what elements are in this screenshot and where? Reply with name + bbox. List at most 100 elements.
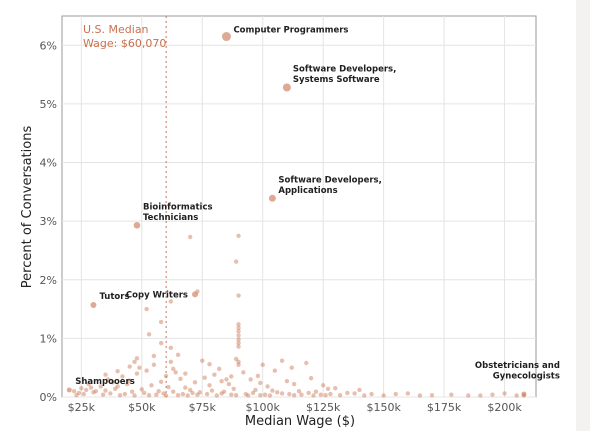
labeled-data-point <box>268 194 276 202</box>
data-point <box>308 376 314 381</box>
data-point <box>313 389 319 394</box>
data-point <box>267 393 273 398</box>
data-point <box>328 391 333 397</box>
data-point <box>219 391 224 396</box>
data-point <box>233 356 239 362</box>
labeled-data-point <box>66 387 72 393</box>
data-point <box>255 373 261 379</box>
data-point <box>171 366 176 372</box>
data-point <box>275 390 280 395</box>
data-point <box>117 393 123 398</box>
x-tick-label: $175k <box>427 401 462 414</box>
data-point <box>405 391 411 396</box>
point-annotation: Technicians <box>143 213 198 223</box>
data-point <box>154 392 159 397</box>
data-point <box>137 365 142 370</box>
data-point <box>318 392 323 397</box>
y-tick-label: 4% <box>40 157 57 170</box>
data-point <box>187 387 193 393</box>
data-point <box>502 391 507 396</box>
labeled-data-point <box>90 301 97 308</box>
data-point <box>79 386 84 391</box>
data-point <box>291 381 297 387</box>
point-annotation: Shampooers <box>75 377 135 387</box>
point-annotation: Copy Writers <box>126 290 188 300</box>
data-point <box>158 379 164 384</box>
data-point <box>306 390 311 396</box>
labeled-data-point <box>133 221 141 229</box>
page-edge-strip <box>576 0 590 431</box>
data-point <box>151 362 157 367</box>
data-point <box>490 392 495 397</box>
data-point <box>393 391 398 397</box>
x-tick-label: $50k <box>128 401 156 414</box>
data-point <box>115 384 120 389</box>
data-point <box>236 340 241 346</box>
y-tick-label: 0% <box>40 391 57 404</box>
data-point <box>478 393 483 398</box>
data-point <box>241 370 246 375</box>
point-annotation: Applications <box>278 186 337 196</box>
data-point <box>333 386 338 391</box>
data-point <box>381 393 386 398</box>
data-point <box>175 393 181 398</box>
data-point <box>173 370 178 375</box>
labeled-data-point <box>192 291 199 298</box>
data-point <box>103 388 108 393</box>
data-point <box>270 388 275 393</box>
data-point <box>202 375 207 380</box>
labeled-data-point <box>521 391 527 397</box>
data-point <box>296 388 302 394</box>
data-point <box>168 359 174 365</box>
x-tick-label: $150k <box>366 401 401 414</box>
data-point <box>74 393 79 398</box>
data-point <box>129 389 135 394</box>
data-point <box>337 393 343 398</box>
data-point <box>110 380 115 385</box>
data-point <box>514 393 519 398</box>
data-point <box>248 377 253 382</box>
data-point <box>151 353 157 359</box>
y-tick-label: 5% <box>40 98 57 111</box>
data-point <box>93 388 99 394</box>
data-point <box>195 392 200 397</box>
data-point <box>229 374 234 379</box>
data-point <box>76 390 82 396</box>
y-axis-title: Percent of Conversations <box>20 126 35 289</box>
data-point <box>200 358 205 363</box>
data-point <box>207 383 212 388</box>
point-annotation: Software Developers, <box>293 65 396 75</box>
data-point <box>226 381 232 387</box>
axis-ticks: $25k $50k $75k $100k $125k $150k $175k $200k 0% 1… <box>40 39 523 414</box>
data-point <box>166 384 171 390</box>
data-point <box>258 393 263 398</box>
data-point <box>108 391 113 396</box>
data-point <box>221 389 227 394</box>
data-point <box>187 234 193 240</box>
x-tick-label: $125k <box>306 401 341 414</box>
data-point <box>429 393 435 398</box>
data-point <box>125 381 130 387</box>
data-point <box>105 377 111 382</box>
data-point <box>320 383 326 388</box>
data-point <box>122 391 128 397</box>
data-point <box>260 362 265 367</box>
data-point <box>83 387 89 393</box>
x-tick-label: $75k <box>189 401 217 414</box>
points <box>71 233 527 398</box>
point-annotation: Bioinformatics <box>143 202 213 212</box>
data-point <box>132 359 137 365</box>
data-point <box>229 392 234 397</box>
data-point <box>289 365 294 370</box>
data-point <box>231 386 236 391</box>
data-point <box>88 385 94 390</box>
data-point <box>207 361 212 367</box>
data-point <box>357 387 362 393</box>
data-point <box>103 372 108 377</box>
plot-area <box>61 15 537 398</box>
data-point <box>139 387 145 392</box>
data-point <box>287 391 292 397</box>
data-point <box>178 376 183 382</box>
data-point <box>132 393 137 398</box>
